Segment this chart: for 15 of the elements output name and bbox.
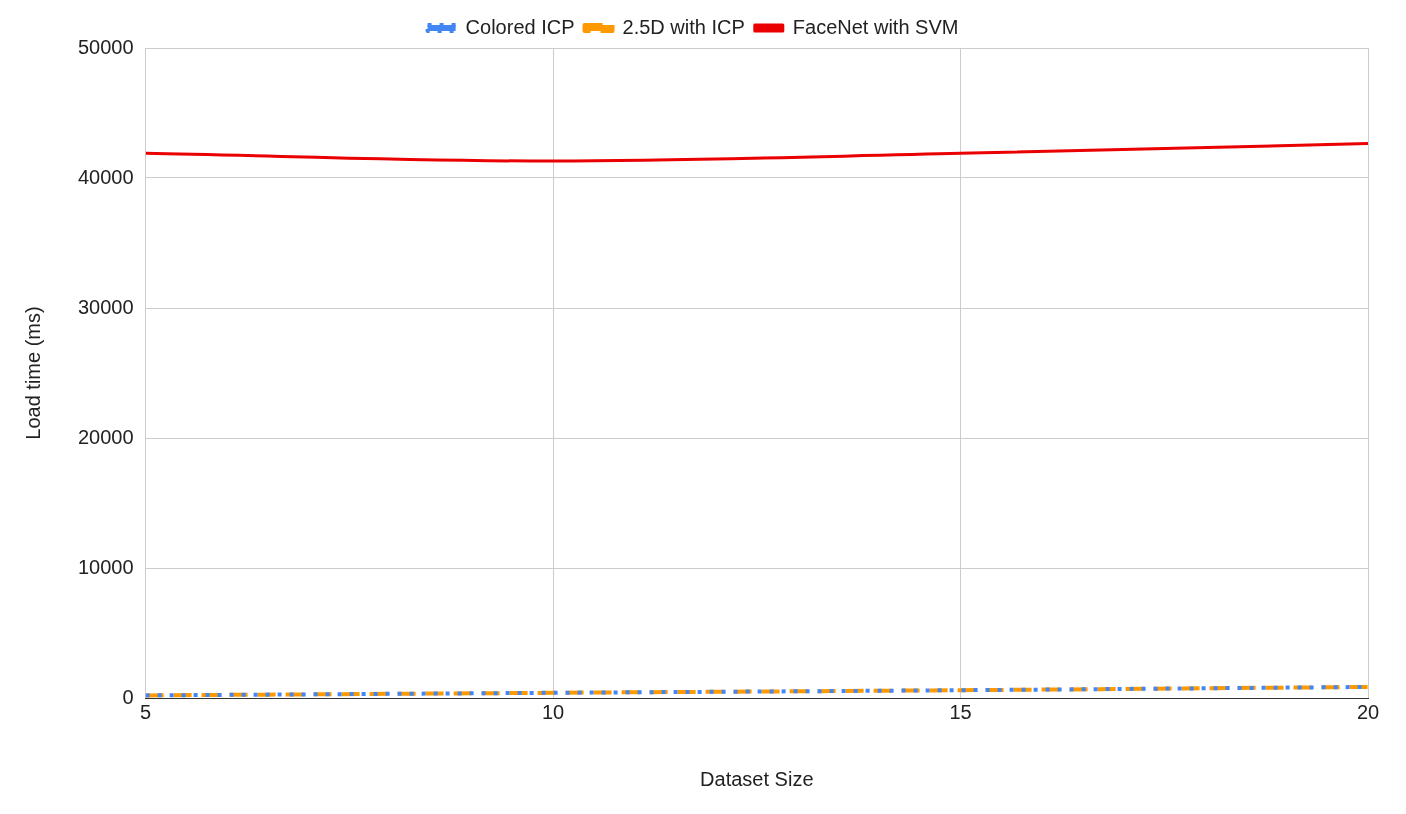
legend-label: 2.5D with ICP: [622, 15, 745, 38]
legend-label: FaceNet with SVM: [792, 15, 959, 38]
y-tick-label: 20000: [77, 425, 134, 448]
y-tick-label: 0: [122, 685, 134, 708]
y-tick-label: 10000: [77, 555, 134, 578]
y-tick-label: 40000: [77, 165, 134, 188]
x-tick-label: 15: [949, 700, 972, 723]
y-tick-label: 50000: [77, 35, 134, 58]
legend-label: Colored ICP: [465, 15, 575, 38]
y-axis-title: Load time (ms): [21, 306, 44, 440]
x-axis-title: Dataset Size: [700, 767, 814, 790]
x-tick-label: 20: [1356, 700, 1380, 723]
y-tick-label: 30000: [77, 295, 134, 318]
x-tick-label: 10: [541, 700, 565, 723]
x-tick-label: 5: [140, 700, 152, 723]
